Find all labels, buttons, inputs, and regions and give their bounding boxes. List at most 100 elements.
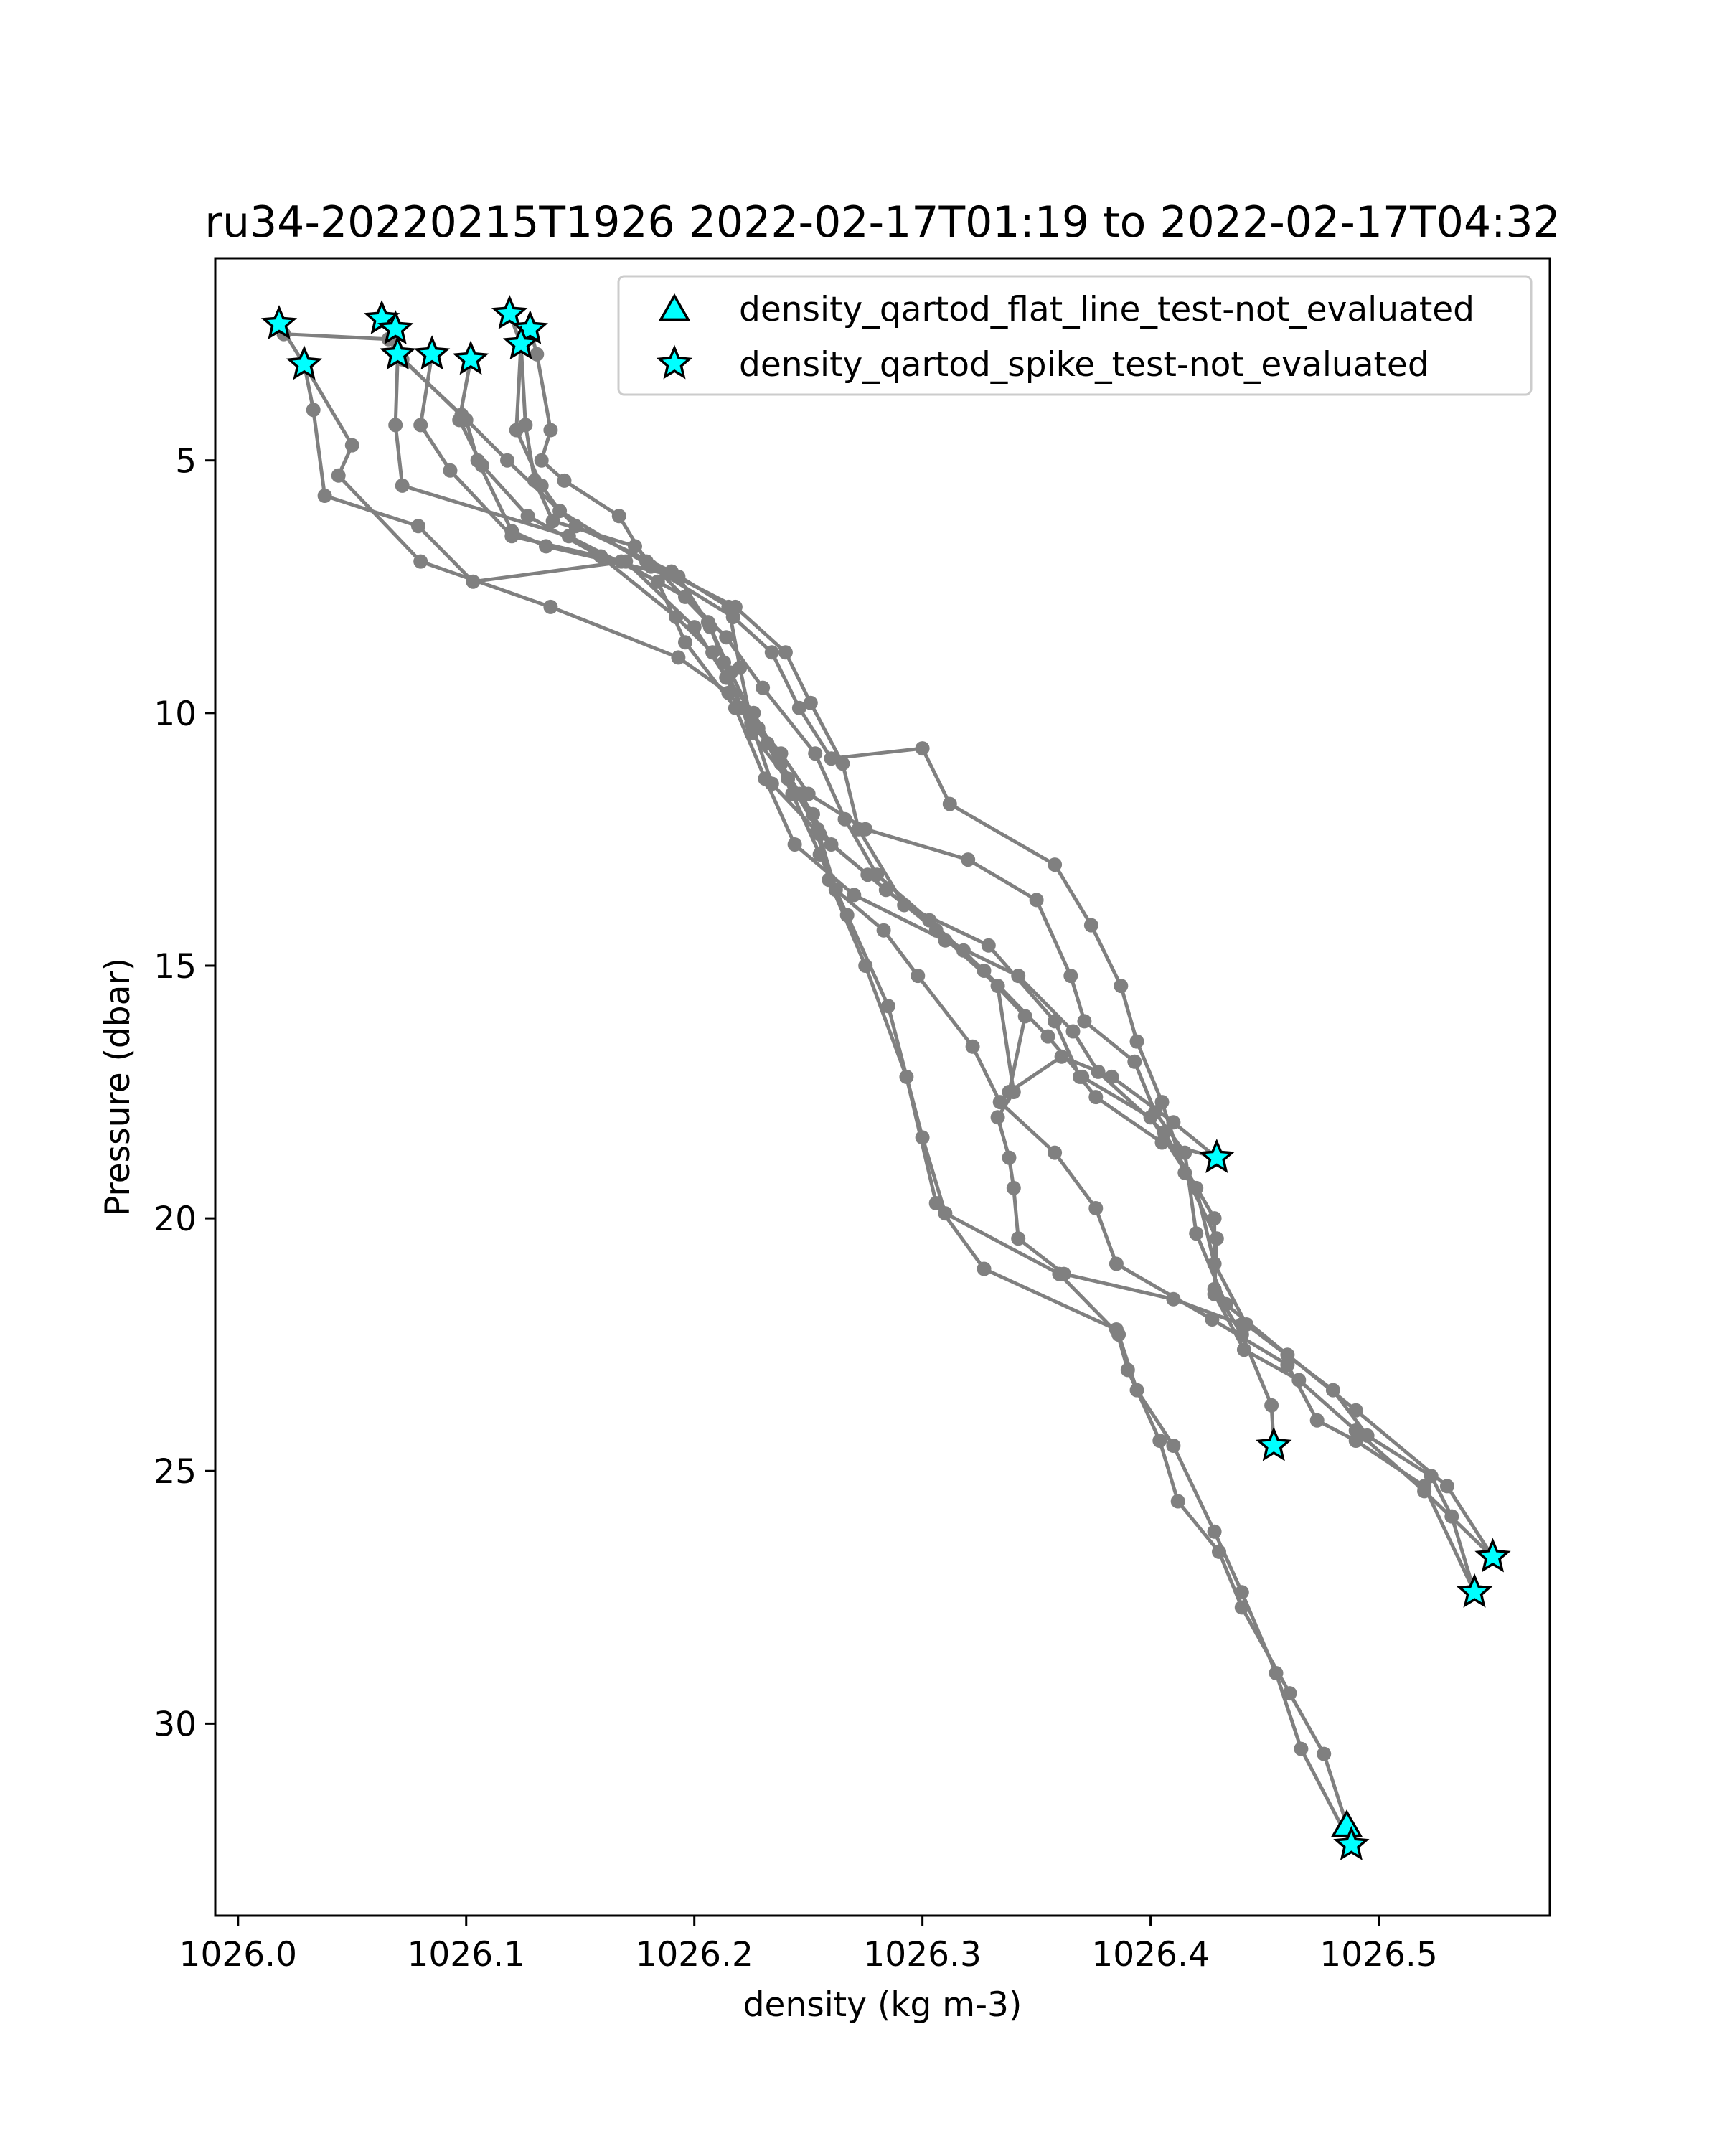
profile-point	[839, 908, 855, 923]
profile-point	[1209, 1231, 1224, 1246]
chart-title: ru34-20220215T1926 2022-02-17T01:19 to 2…	[204, 197, 1560, 248]
profile-point	[977, 1261, 992, 1276]
y-axis-ticks: 5 10 15 20 25 30	[154, 442, 215, 1744]
profile-point	[705, 645, 720, 660]
profile-point	[717, 655, 731, 670]
profile-point	[1424, 1469, 1439, 1484]
profile-point	[500, 453, 514, 468]
profile-point	[915, 741, 930, 756]
profile-point	[1065, 1024, 1081, 1039]
profile-point	[1073, 1069, 1087, 1084]
spike-test-star-marker	[1474, 1538, 1511, 1573]
profile-point	[1147, 1105, 1162, 1120]
profile-point	[1054, 1049, 1069, 1064]
spike-test-star-marker	[380, 335, 416, 370]
profile-point	[1048, 1014, 1063, 1029]
profile-line	[519, 344, 1477, 1594]
y-tick-label: 20	[154, 1200, 197, 1239]
profile-point	[543, 423, 558, 438]
profile-point	[942, 796, 957, 811]
profile-point	[1282, 1686, 1297, 1701]
profile-point	[1029, 893, 1044, 908]
profile-point	[664, 564, 679, 579]
profile-point	[938, 1206, 953, 1221]
profile-point	[803, 695, 818, 710]
profile-point	[812, 827, 827, 842]
profile-point	[721, 599, 736, 614]
profile-point	[860, 867, 875, 882]
profile-point	[733, 660, 748, 675]
profile-point	[1264, 1398, 1279, 1413]
profile-point	[1056, 1266, 1071, 1281]
profile-point	[1280, 1357, 1295, 1373]
profile-point	[1166, 1291, 1181, 1307]
profile-lines	[272, 306, 1500, 1853]
profile-point	[331, 468, 346, 483]
profile-point	[530, 347, 545, 362]
profile-point	[1011, 969, 1026, 984]
plot-area-frame	[214, 257, 1551, 1917]
profile-point	[791, 786, 806, 801]
profile-point	[1189, 1226, 1204, 1241]
profile-point	[1040, 1029, 1055, 1044]
profile-point	[1088, 1201, 1104, 1215]
profile-point	[1177, 1165, 1192, 1180]
legend-box	[617, 275, 1533, 396]
profile-point	[764, 645, 779, 660]
profile-point	[1207, 1211, 1222, 1226]
flag-markers	[260, 294, 1511, 1860]
profile-point	[1439, 1479, 1454, 1494]
profile-point	[1166, 1115, 1181, 1130]
profile-point	[1111, 1327, 1126, 1342]
profile-point	[1234, 1585, 1249, 1600]
profile-point	[1166, 1439, 1181, 1453]
profile-point	[880, 999, 895, 1014]
profile-point	[1109, 1256, 1124, 1271]
profile-point	[1152, 1434, 1167, 1448]
spike-test-star-marker	[502, 325, 540, 360]
profile-point	[1269, 1666, 1284, 1680]
profile-point	[1104, 1069, 1119, 1084]
profile-point	[1011, 1231, 1026, 1246]
profile-point	[965, 1039, 980, 1054]
profile-point	[1154, 1095, 1170, 1110]
profile-point	[306, 403, 321, 418]
profile-point	[835, 756, 850, 771]
x-tick-label: 1026.5	[1319, 1935, 1437, 1974]
profile-point	[534, 453, 549, 468]
profile-point	[1129, 1034, 1144, 1049]
profile-point	[1083, 918, 1098, 933]
profile-point	[1207, 1286, 1222, 1301]
profile-point	[928, 923, 944, 938]
profile-point	[1294, 1741, 1309, 1756]
profile-point	[828, 882, 843, 898]
profile-point	[628, 539, 642, 554]
y-tick-label: 5	[175, 442, 197, 481]
legend: density_qartod_flat_line_test-not_evalua…	[617, 275, 1533, 396]
profile-point	[671, 650, 686, 665]
profile-point	[990, 979, 1005, 994]
profile-point	[669, 610, 684, 624]
profile-point	[504, 524, 519, 539]
profile-point	[1236, 1342, 1251, 1357]
flat-line-test-triangle-marker	[1330, 1809, 1363, 1837]
profile-point	[317, 489, 332, 503]
profile-point	[1063, 969, 1078, 984]
profile-point	[557, 473, 572, 488]
profile-point	[443, 463, 458, 478]
spike-test-star-marker	[286, 345, 323, 380]
profile-point	[1317, 1746, 1332, 1761]
profile-point	[851, 822, 866, 837]
spike-test-star-marker	[260, 305, 298, 340]
profile-point	[702, 620, 718, 635]
x-tick-label: 1026.1	[408, 1935, 525, 1974]
profile-point	[411, 519, 425, 534]
y-tick-label: 30	[154, 1705, 197, 1744]
profile-point	[990, 1110, 1005, 1125]
profile-point	[413, 418, 428, 433]
profile-point	[1002, 1150, 1017, 1165]
spike-test-star-marker	[1333, 1825, 1370, 1860]
profile-point	[1048, 1145, 1063, 1160]
profile-point	[1017, 1009, 1032, 1024]
